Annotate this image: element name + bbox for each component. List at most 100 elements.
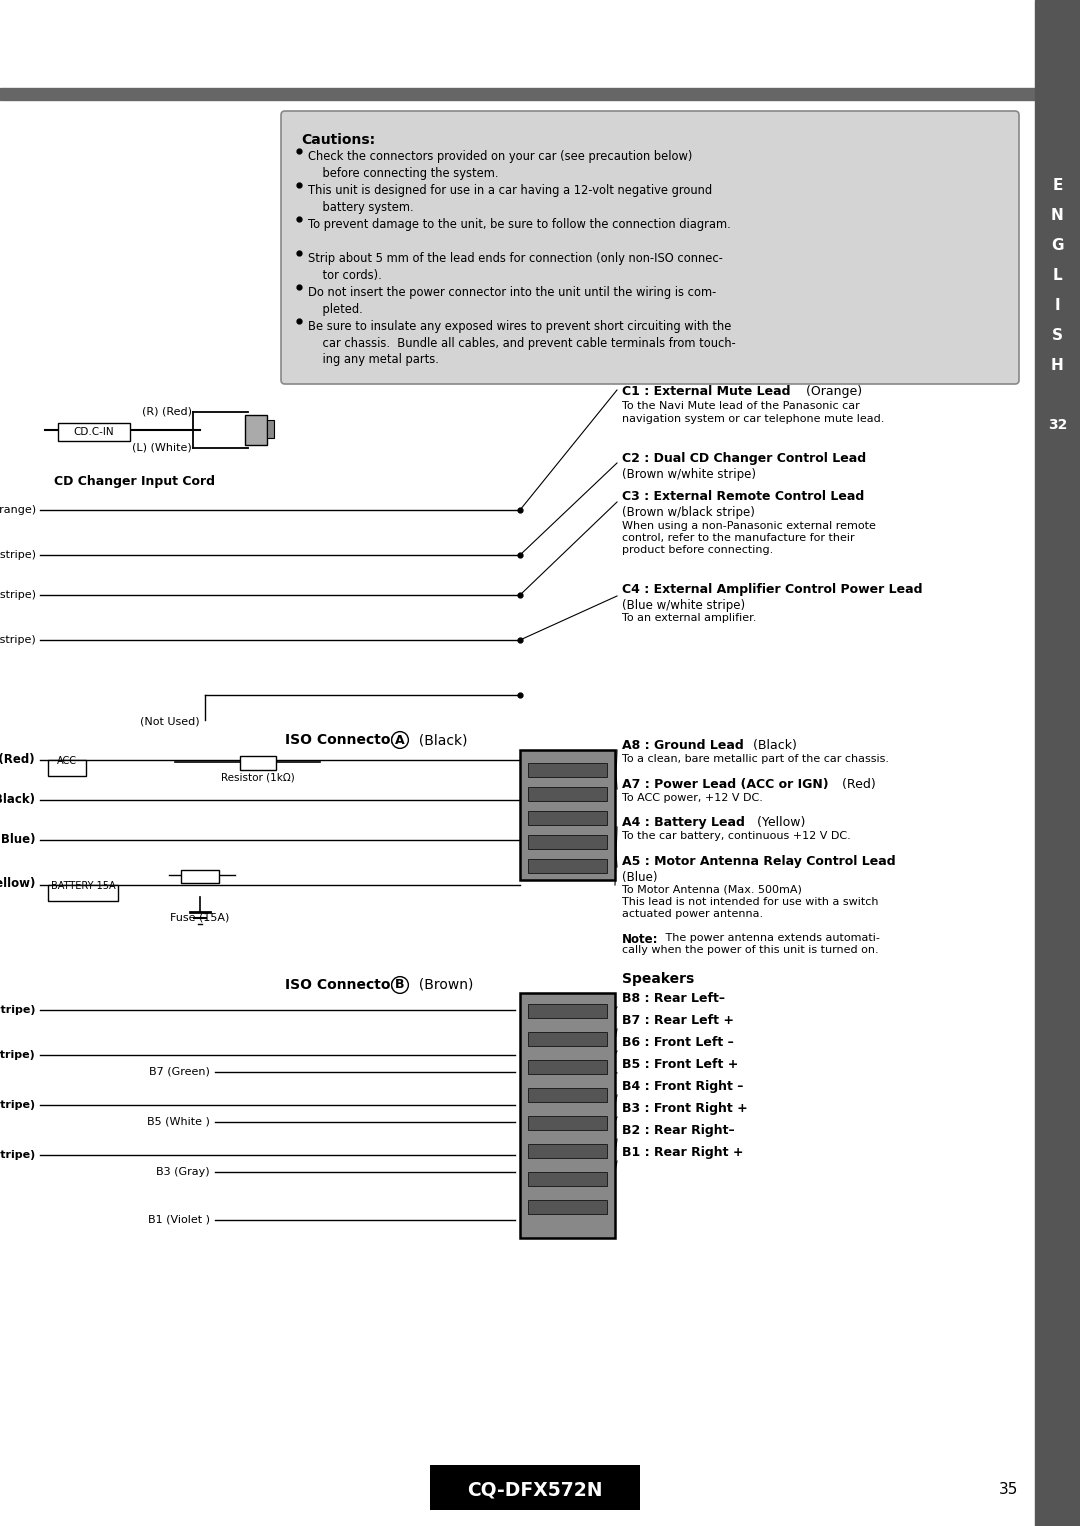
Text: A4 (Yellow): A4 (Yellow) bbox=[0, 877, 35, 891]
Text: 32: 32 bbox=[1048, 418, 1067, 432]
Text: (Brown w/black stripe): (Brown w/black stripe) bbox=[622, 507, 755, 519]
Text: B5 (White ): B5 (White ) bbox=[147, 1117, 210, 1128]
Text: (Brown): (Brown) bbox=[410, 978, 473, 992]
Text: (Yellow): (Yellow) bbox=[753, 816, 806, 829]
Bar bbox=[528, 1172, 607, 1186]
Text: C4 : External Amplifier Control Power Lead: C4 : External Amplifier Control Power Le… bbox=[622, 583, 922, 597]
Text: Resistor (1kΩ): Resistor (1kΩ) bbox=[221, 772, 295, 781]
Text: Do not insert the power connector into the unit until the wiring is com-
    ple: Do not insert the power connector into t… bbox=[308, 285, 716, 316]
Bar bbox=[519, 993, 615, 1238]
Text: (R) (Red): (R) (Red) bbox=[141, 406, 192, 417]
Bar bbox=[430, 1465, 640, 1511]
Text: B8 (Green w/black stripe): B8 (Green w/black stripe) bbox=[0, 1006, 35, 1015]
Text: To prevent damage to the unit, be sure to follow the connection diagram.: To prevent damage to the unit, be sure t… bbox=[308, 218, 731, 230]
Text: B5 : Front Left +: B5 : Front Left + bbox=[622, 1058, 739, 1071]
Text: A7 : Power Lead (ACC or IGN): A7 : Power Lead (ACC or IGN) bbox=[622, 778, 828, 790]
Text: The power antenna extends automati-: The power antenna extends automati- bbox=[662, 932, 880, 943]
Text: Check the connectors provided on your car (see precaution below)
    before conn: Check the connectors provided on your ca… bbox=[308, 150, 692, 180]
Text: (Black): (Black) bbox=[410, 732, 468, 748]
Text: B7 : Rear Left +: B7 : Rear Left + bbox=[622, 1013, 734, 1027]
Text: (Black): (Black) bbox=[750, 739, 797, 752]
Text: E: E bbox=[1052, 177, 1063, 192]
Text: (Orange): (Orange) bbox=[0, 505, 36, 514]
Text: A: A bbox=[395, 734, 405, 746]
Bar bbox=[528, 787, 607, 801]
Text: A8 : Ground Lead: A8 : Ground Lead bbox=[622, 739, 744, 752]
Text: Strip about 5 mm of the lead ends for connection (only non-ISO connec-
    tor c: Strip about 5 mm of the lead ends for co… bbox=[308, 252, 723, 281]
Text: B1 : Rear Right +: B1 : Rear Right + bbox=[622, 1146, 743, 1160]
Text: B2 (Violet w/black stripe): B2 (Violet w/black stripe) bbox=[0, 1151, 35, 1160]
Bar bbox=[48, 760, 86, 777]
Text: To the car battery, continuous +12 V DC.: To the car battery, continuous +12 V DC. bbox=[622, 832, 851, 841]
Text: product before connecting.: product before connecting. bbox=[622, 545, 773, 555]
Text: A8 (Black): A8 (Black) bbox=[0, 792, 35, 806]
Text: G: G bbox=[1051, 238, 1064, 252]
Text: BATTERY 15A: BATTERY 15A bbox=[51, 881, 116, 891]
Bar bbox=[528, 1032, 607, 1045]
Text: B2 : Rear Right–: B2 : Rear Right– bbox=[622, 1125, 734, 1137]
Text: B1 (Violet ): B1 (Violet ) bbox=[148, 1215, 210, 1225]
Text: Cautions:: Cautions: bbox=[301, 133, 375, 146]
Text: (Blue w/white stripe): (Blue w/white stripe) bbox=[0, 635, 36, 645]
Text: navigation system or car telephone mute lead.: navigation system or car telephone mute … bbox=[622, 414, 885, 424]
Bar bbox=[58, 423, 130, 441]
Text: Be sure to insulate any exposed wires to prevent short circuiting with the
    c: Be sure to insulate any exposed wires to… bbox=[308, 320, 735, 366]
Bar bbox=[528, 763, 607, 777]
Text: S: S bbox=[1052, 328, 1063, 342]
Text: Speakers: Speakers bbox=[622, 972, 694, 986]
Bar bbox=[245, 415, 267, 446]
Text: B7 (Green): B7 (Green) bbox=[149, 1067, 210, 1077]
Text: (Orange): (Orange) bbox=[802, 385, 862, 398]
Bar bbox=[528, 810, 607, 826]
Text: I: I bbox=[1055, 298, 1061, 313]
FancyBboxPatch shape bbox=[281, 111, 1020, 385]
Text: B3 : Front Right +: B3 : Front Right + bbox=[622, 1102, 747, 1116]
Bar bbox=[519, 749, 615, 881]
Text: (Brown w/black stripe): (Brown w/black stripe) bbox=[0, 591, 36, 600]
Text: C1 : External Mute Lead: C1 : External Mute Lead bbox=[622, 385, 791, 398]
Text: C2 : Dual CD Changer Control Lead: C2 : Dual CD Changer Control Lead bbox=[622, 452, 866, 465]
Text: L: L bbox=[1053, 267, 1063, 282]
Text: A5 (Blue): A5 (Blue) bbox=[0, 833, 35, 845]
Text: ISO Connector: ISO Connector bbox=[285, 732, 402, 748]
Text: When using a non-Panasonic external remote: When using a non-Panasonic external remo… bbox=[622, 520, 876, 531]
Text: A5 : Motor Antenna Relay Control Lead: A5 : Motor Antenna Relay Control Lead bbox=[622, 855, 895, 868]
Text: B: B bbox=[395, 978, 405, 992]
Text: (L) (White): (L) (White) bbox=[132, 443, 192, 452]
Text: control, refer to the manufacture for their: control, refer to the manufacture for th… bbox=[622, 533, 854, 543]
Bar bbox=[528, 1061, 607, 1074]
Bar bbox=[0, 89, 1035, 101]
Text: This unit is designed for use in a car having a 12-volt negative ground
    batt: This unit is designed for use in a car h… bbox=[308, 185, 712, 214]
Text: CD Changer Input Cord: CD Changer Input Cord bbox=[54, 476, 216, 488]
Text: (Red): (Red) bbox=[838, 778, 876, 790]
Text: A4 : Battery Lead: A4 : Battery Lead bbox=[622, 816, 745, 829]
Text: B4 (Gray w/black stripe): B4 (Gray w/black stripe) bbox=[0, 1100, 35, 1109]
Text: actuated power antenna.: actuated power antenna. bbox=[622, 909, 764, 919]
Text: To the Navi Mute lead of the Panasonic car: To the Navi Mute lead of the Panasonic c… bbox=[622, 401, 860, 410]
Text: B4 : Front Right –: B4 : Front Right – bbox=[622, 1080, 743, 1093]
Text: ACC: ACC bbox=[57, 755, 77, 766]
Text: N: N bbox=[1051, 208, 1064, 223]
Text: To ACC power, +12 V DC.: To ACC power, +12 V DC. bbox=[622, 794, 762, 803]
Bar bbox=[528, 835, 607, 848]
Text: (Blue w/white stripe): (Blue w/white stripe) bbox=[622, 600, 745, 612]
Bar bbox=[181, 870, 219, 884]
Bar bbox=[528, 859, 607, 873]
Text: C3 : External Remote Control Lead: C3 : External Remote Control Lead bbox=[622, 490, 864, 504]
Text: A7 (Red): A7 (Red) bbox=[0, 752, 35, 766]
Text: ISO Connector: ISO Connector bbox=[285, 978, 402, 992]
Text: Fuse (15A): Fuse (15A) bbox=[171, 913, 230, 922]
Bar bbox=[240, 755, 276, 771]
Bar bbox=[267, 420, 274, 438]
Text: To an external amplifier.: To an external amplifier. bbox=[622, 613, 756, 623]
Bar bbox=[528, 1199, 607, 1215]
Text: B3 (Gray): B3 (Gray) bbox=[157, 1167, 210, 1177]
Text: (Not Used): (Not Used) bbox=[140, 717, 200, 726]
Text: B6 : Front Left –: B6 : Front Left – bbox=[622, 1036, 733, 1048]
Bar bbox=[48, 885, 118, 900]
Bar bbox=[528, 1116, 607, 1129]
Text: 35: 35 bbox=[998, 1482, 1017, 1497]
Text: To a clean, bare metallic part of the car chassis.: To a clean, bare metallic part of the ca… bbox=[622, 754, 889, 765]
Text: (Brown w/white stripe): (Brown w/white stripe) bbox=[0, 549, 36, 560]
Text: CD.C-IN: CD.C-IN bbox=[73, 427, 114, 436]
